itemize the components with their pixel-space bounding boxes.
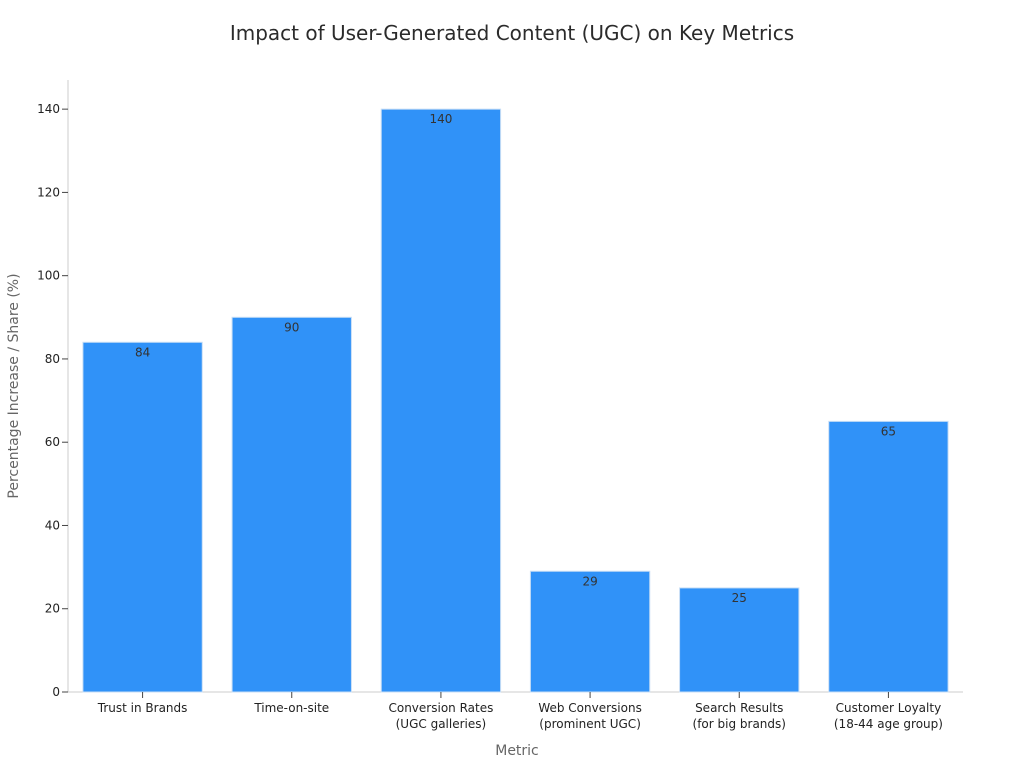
y-axis-label: Percentage Increase / Share (%) [6, 273, 22, 498]
bar [828, 420, 949, 693]
bar [529, 570, 651, 693]
x-tick-label: Customer Loyalty [836, 701, 942, 715]
x-tick-label: Search Results [695, 701, 783, 715]
bar-value-label: 84 [135, 345, 150, 359]
y-tick-label: 40 [45, 518, 60, 532]
y-tick-label: 100 [37, 269, 60, 283]
y-ticks: 0 20 40 60 80 100 120 140 [37, 102, 68, 699]
bar-value-label: 25 [732, 591, 747, 605]
y-tick-label: 20 [45, 602, 60, 616]
x-tick-label: (for big brands) [693, 717, 786, 731]
bar-value-label: 29 [582, 574, 597, 588]
x-tick-label: Web Conversions [538, 701, 642, 715]
y-tick-label: 60 [45, 435, 60, 449]
bar [231, 316, 352, 693]
x-ticks: Trust in Brands Time-on-site Conversion Ra… [97, 692, 943, 731]
bar-value-label: 90 [284, 320, 299, 334]
x-tick-label: (UGC galleries) [396, 717, 487, 731]
x-tick-label: Time-on-site [253, 701, 329, 715]
bar [82, 341, 203, 693]
y-tick-label: 0 [52, 685, 60, 699]
x-tick-label: (18-44 age group) [834, 717, 943, 731]
y-tick-label: 120 [37, 185, 60, 199]
bar-value-label: 140 [429, 112, 452, 126]
bar [679, 587, 800, 693]
x-tick-label: Conversion Rates [388, 701, 493, 715]
chart-title: Impact of User-Generated Content (UGC) o… [230, 21, 794, 45]
y-tick-label: 80 [45, 352, 60, 366]
data-labels: 84 90 140 29 25 65 [135, 112, 896, 605]
x-tick-label: (prominent UGC) [539, 717, 641, 731]
bar-value-label: 65 [881, 424, 896, 438]
y-tick-label: 140 [37, 102, 60, 116]
bars [82, 108, 949, 693]
bar [380, 108, 502, 693]
x-tick-label: Trust in Brands [97, 701, 188, 715]
x-axis-label: Metric [495, 743, 539, 759]
